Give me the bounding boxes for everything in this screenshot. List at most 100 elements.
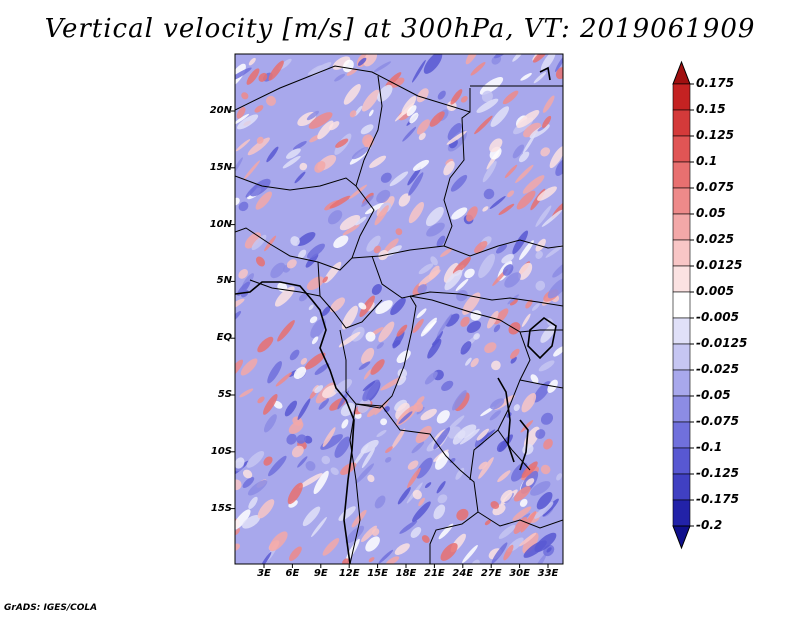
field-blob bbox=[329, 297, 346, 313]
field-blob bbox=[248, 57, 256, 66]
field-blob bbox=[418, 497, 425, 507]
lon-label: 30E bbox=[509, 568, 530, 579]
field-blob bbox=[427, 338, 442, 359]
field-blob bbox=[522, 443, 534, 455]
field-blob bbox=[322, 538, 340, 556]
field-blob bbox=[322, 427, 336, 448]
field-blob bbox=[433, 504, 446, 520]
field-blob bbox=[504, 272, 521, 288]
field-blob bbox=[349, 110, 357, 118]
field-blob bbox=[240, 358, 258, 376]
field-blob bbox=[314, 385, 324, 394]
field-blob bbox=[503, 544, 514, 561]
field-blob bbox=[306, 110, 319, 121]
field-blob bbox=[459, 428, 480, 445]
field-blob bbox=[542, 498, 559, 517]
field-blob bbox=[425, 206, 444, 227]
field-blob bbox=[366, 235, 381, 252]
field-blob bbox=[340, 462, 357, 475]
field-blob bbox=[537, 186, 557, 201]
field-blob bbox=[456, 508, 469, 521]
field-blob bbox=[424, 371, 438, 385]
field-blob bbox=[263, 456, 273, 466]
field-blob bbox=[443, 262, 459, 283]
field-blob bbox=[452, 256, 471, 275]
field-blob bbox=[525, 478, 535, 487]
field-blob bbox=[416, 308, 427, 319]
field-blob bbox=[424, 482, 432, 489]
field-blob bbox=[328, 121, 340, 131]
field-blob bbox=[480, 406, 495, 417]
field-blob bbox=[411, 59, 426, 83]
field-blob bbox=[542, 95, 555, 113]
field-blob bbox=[520, 72, 532, 81]
field-blob bbox=[327, 210, 343, 225]
lon-label: 18E bbox=[395, 568, 417, 579]
colorbar bbox=[672, 60, 694, 550]
chart-title: Vertical velocity [m/s] at 300hPa, VT: 2… bbox=[44, 14, 756, 44]
field-blob bbox=[546, 547, 552, 553]
colorbar-label: 0.1 bbox=[696, 154, 718, 168]
field-blob bbox=[337, 390, 350, 410]
field-blob bbox=[312, 384, 319, 392]
field-blob bbox=[369, 155, 387, 168]
field-blob bbox=[487, 310, 499, 329]
field-blob bbox=[444, 269, 463, 291]
map-frame bbox=[234, 53, 564, 565]
field-blob bbox=[516, 110, 540, 128]
colorbar-label: -0.0125 bbox=[696, 336, 748, 350]
field-blob bbox=[374, 399, 390, 416]
field-blob bbox=[408, 202, 425, 224]
colorbar-swatch bbox=[672, 369, 691, 397]
field-blob bbox=[452, 390, 467, 411]
field-blob bbox=[346, 68, 358, 76]
field-blob bbox=[396, 324, 408, 337]
field-blob bbox=[273, 400, 283, 409]
lat-label: 15S bbox=[210, 502, 232, 514]
field-blob bbox=[244, 232, 262, 249]
field-blob bbox=[399, 520, 418, 534]
field-blob bbox=[545, 243, 563, 258]
colorbar-label: -0.05 bbox=[696, 388, 731, 402]
field-blob bbox=[398, 193, 411, 207]
field-blob bbox=[296, 434, 307, 444]
field-blob bbox=[473, 333, 480, 340]
field-blob bbox=[519, 532, 537, 547]
field-blob bbox=[245, 184, 259, 198]
colorbar-swatch bbox=[672, 447, 691, 475]
field-blob bbox=[373, 245, 381, 254]
field-blob bbox=[540, 323, 557, 343]
field-blob bbox=[297, 456, 308, 468]
field-blob bbox=[521, 393, 537, 413]
field-blob bbox=[464, 268, 475, 279]
field-blob bbox=[513, 486, 531, 502]
field-blob bbox=[423, 54, 443, 74]
field-blob bbox=[491, 55, 502, 65]
field-blob bbox=[437, 494, 448, 504]
field-blob bbox=[322, 276, 328, 283]
field-blob bbox=[363, 54, 378, 67]
field-blob bbox=[318, 398, 329, 410]
field-blob bbox=[235, 157, 243, 175]
field-blob bbox=[296, 232, 316, 246]
field-blob bbox=[520, 511, 537, 533]
field-blob bbox=[408, 172, 424, 196]
colorbar-label: -0.025 bbox=[696, 362, 739, 376]
field-blob bbox=[470, 358, 479, 368]
field-blob bbox=[509, 299, 518, 306]
field-blob bbox=[523, 122, 542, 138]
field-blob bbox=[533, 381, 552, 403]
field-blob bbox=[300, 357, 308, 365]
field-blob bbox=[305, 460, 316, 471]
field-blob bbox=[510, 348, 520, 359]
field-blob bbox=[437, 90, 446, 100]
field-blob bbox=[436, 410, 450, 424]
field-blob bbox=[555, 67, 563, 80]
colorbar-label: 0.0125 bbox=[696, 258, 743, 272]
field-blob bbox=[512, 506, 532, 521]
field-blob bbox=[407, 166, 422, 186]
field-blob bbox=[351, 509, 367, 528]
field-blob bbox=[489, 138, 503, 153]
field-blob bbox=[258, 72, 268, 82]
field-blob bbox=[374, 205, 389, 226]
